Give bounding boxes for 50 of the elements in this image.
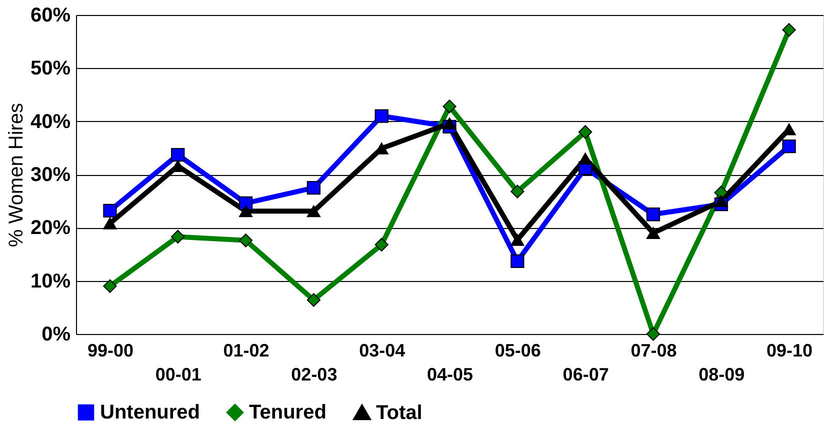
point (578, 125, 592, 139)
y-axis-title: % Women Hires (5, 102, 28, 248)
point (578, 152, 592, 165)
y-tick-label: 50% (30, 58, 71, 80)
legend-label: Tenured (249, 401, 326, 424)
point (374, 109, 388, 123)
x-tick-label: 07-08 (630, 340, 677, 360)
point (306, 293, 321, 307)
x-tick-label: 00-01 (155, 364, 202, 384)
x-tick-label: 05-06 (494, 340, 541, 360)
y-tick-label: 40% (30, 110, 71, 133)
point (442, 100, 456, 114)
x-tick-label: 04-05 (426, 364, 474, 384)
point (103, 279, 117, 293)
x-tick-label: 01-02 (223, 340, 270, 360)
legend-label: Untenured (100, 401, 200, 424)
point (714, 186, 728, 200)
point (238, 196, 253, 210)
point (714, 195, 728, 208)
x-tick-label: 03-04 (359, 340, 406, 360)
x-tick-label: 02-03 (291, 364, 338, 384)
x-tick-label: 08-09 (698, 364, 745, 384)
point (510, 234, 524, 246)
point (306, 180, 321, 195)
x-tick-label: 99-00 (87, 340, 134, 360)
point (442, 117, 456, 130)
x-tick-label: 09-10 (766, 340, 813, 360)
point (171, 230, 185, 244)
point (646, 208, 660, 222)
y-tick-label: 20% (30, 217, 71, 240)
point (646, 327, 660, 341)
y-tick-label: 30% (30, 164, 71, 186)
point (103, 217, 117, 230)
legend-label: Total (376, 402, 422, 424)
point (103, 204, 117, 218)
point (171, 148, 185, 162)
point (306, 205, 321, 218)
point (782, 23, 796, 37)
point (510, 254, 524, 268)
y-tick-label: 10% (30, 270, 71, 292)
point (374, 238, 388, 252)
y-tick-label: 0% (42, 324, 71, 346)
point (238, 234, 253, 248)
point (646, 227, 660, 239)
point (510, 184, 524, 198)
point (782, 123, 796, 136)
x-tick-label: 06-07 (562, 364, 609, 384)
point (238, 205, 253, 218)
point (782, 139, 796, 154)
y-tick-label: 60% (30, 4, 71, 26)
